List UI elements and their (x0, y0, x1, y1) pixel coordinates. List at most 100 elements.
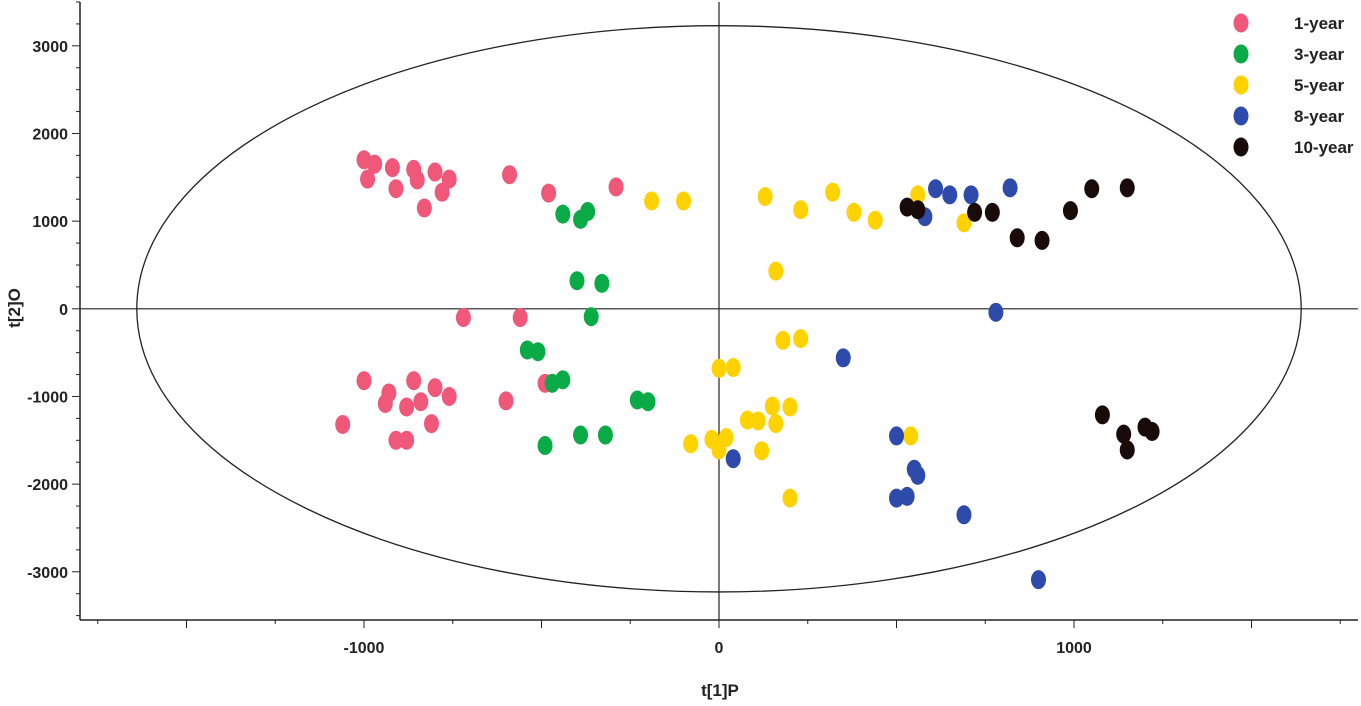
data-point (835, 348, 851, 368)
data-point (768, 261, 784, 281)
data-point (793, 329, 809, 349)
data-point (388, 430, 404, 450)
data-point (910, 185, 926, 205)
data-point (764, 396, 780, 416)
data-point (441, 386, 457, 406)
series-5-year (644, 182, 972, 508)
data-point (910, 465, 926, 485)
data-point (1144, 422, 1160, 442)
legend-label: 8-year (1294, 107, 1344, 126)
data-point (423, 414, 439, 434)
data-point (427, 378, 443, 398)
confidence-ellipse-group (136, 25, 1302, 593)
data-point (750, 411, 766, 431)
data-point (956, 213, 972, 233)
data-point (356, 371, 372, 391)
data-point (725, 358, 741, 378)
data-point (384, 158, 400, 178)
data-points (335, 150, 1160, 590)
data-point (928, 179, 944, 199)
data-point (416, 198, 432, 218)
data-point (757, 187, 773, 207)
data-point (846, 202, 862, 222)
data-point (399, 397, 415, 417)
data-point (1094, 405, 1110, 425)
data-point (427, 162, 443, 182)
data-point (377, 393, 393, 413)
data-point (360, 169, 376, 189)
data-point (967, 202, 983, 222)
data-point (739, 410, 755, 430)
legend: 1-year 3-year 5-year 8-year 10-year (1233, 13, 1354, 157)
y-tick-label: 3000 (32, 39, 68, 56)
series-10-year (899, 178, 1160, 460)
y-tick-label: 2000 (32, 126, 68, 143)
data-point (867, 210, 883, 230)
data-point (903, 426, 919, 446)
data-point (1062, 201, 1078, 221)
data-point (725, 449, 741, 469)
x-axis-label: t[1]P (701, 681, 739, 700)
data-point (583, 307, 599, 327)
data-point (455, 308, 471, 328)
data-point (910, 200, 926, 220)
tick-labels: 3000 2000 1000 0 -1000 -2000 -3000 -1000 0 1000 (27, 39, 1092, 657)
data-point (1119, 440, 1135, 460)
data-point (775, 330, 791, 350)
x-tick-label: -1000 (344, 640, 385, 657)
series-8-year (725, 178, 1046, 590)
data-point (555, 370, 571, 390)
data-point (530, 342, 546, 362)
data-point (597, 425, 613, 445)
x-tick-label: 1000 (1056, 640, 1092, 657)
data-point (555, 204, 571, 224)
data-point (434, 182, 450, 202)
data-point (1084, 179, 1100, 199)
legend-label: 5-year (1294, 76, 1344, 95)
series-3-year (519, 202, 656, 456)
legend-marker (1233, 75, 1249, 95)
data-point (782, 397, 798, 417)
data-point (711, 358, 727, 378)
data-point (984, 202, 1000, 222)
confidence-ellipse (136, 25, 1302, 593)
y-tick-label: -2000 (27, 477, 68, 494)
y-tick-label: 1000 (32, 214, 68, 231)
data-point (594, 273, 610, 293)
data-point (335, 415, 351, 435)
legend-marker (1233, 137, 1249, 157)
x-tick-label: 0 (715, 640, 724, 657)
legend-label: 1-year (1294, 14, 1344, 33)
data-point (502, 165, 518, 185)
data-point (754, 441, 770, 461)
data-point (1002, 178, 1018, 198)
data-point (413, 392, 429, 412)
data-point (399, 430, 415, 450)
data-point (367, 154, 383, 174)
series-1-year (335, 150, 624, 450)
data-point (1009, 228, 1025, 248)
data-point (640, 392, 656, 412)
data-point (942, 185, 958, 205)
data-point (711, 440, 727, 460)
data-point (899, 486, 915, 506)
data-point (512, 308, 528, 328)
data-point (498, 391, 514, 411)
data-point (956, 505, 972, 525)
data-point (1119, 178, 1135, 198)
data-point (644, 191, 660, 211)
data-point (782, 488, 798, 508)
data-point (768, 414, 784, 434)
legend-label: 3-year (1294, 45, 1344, 64)
data-point (1031, 570, 1046, 590)
data-point (608, 177, 624, 197)
data-point (676, 191, 691, 211)
y-tick-label: -3000 (27, 565, 68, 582)
y-tick-label: 0 (59, 302, 68, 319)
y-tick-label: -1000 (27, 389, 68, 406)
legend-label: 10-year (1294, 138, 1354, 157)
data-point (537, 436, 553, 456)
data-point (683, 434, 699, 454)
data-point (388, 179, 404, 199)
